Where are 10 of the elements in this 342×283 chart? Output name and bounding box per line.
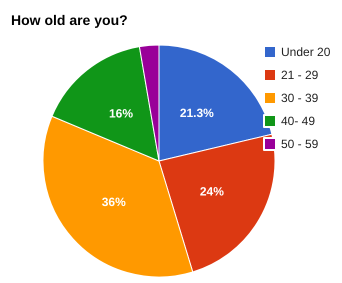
- chart-title: How old are you?: [11, 12, 128, 28]
- data-label: 24%: [200, 184, 224, 198]
- data-label: 36%: [102, 194, 126, 209]
- legend-label: Under 20: [281, 45, 331, 59]
- legend-label: 50 - 59: [281, 137, 319, 151]
- legend-label: 40- 49: [281, 114, 316, 128]
- data-label: 16%: [108, 106, 134, 120]
- legend-label: 21 - 29: [281, 68, 319, 82]
- legend-label: 30 - 39: [281, 91, 319, 105]
- data-label: 21.3%: [180, 106, 214, 120]
